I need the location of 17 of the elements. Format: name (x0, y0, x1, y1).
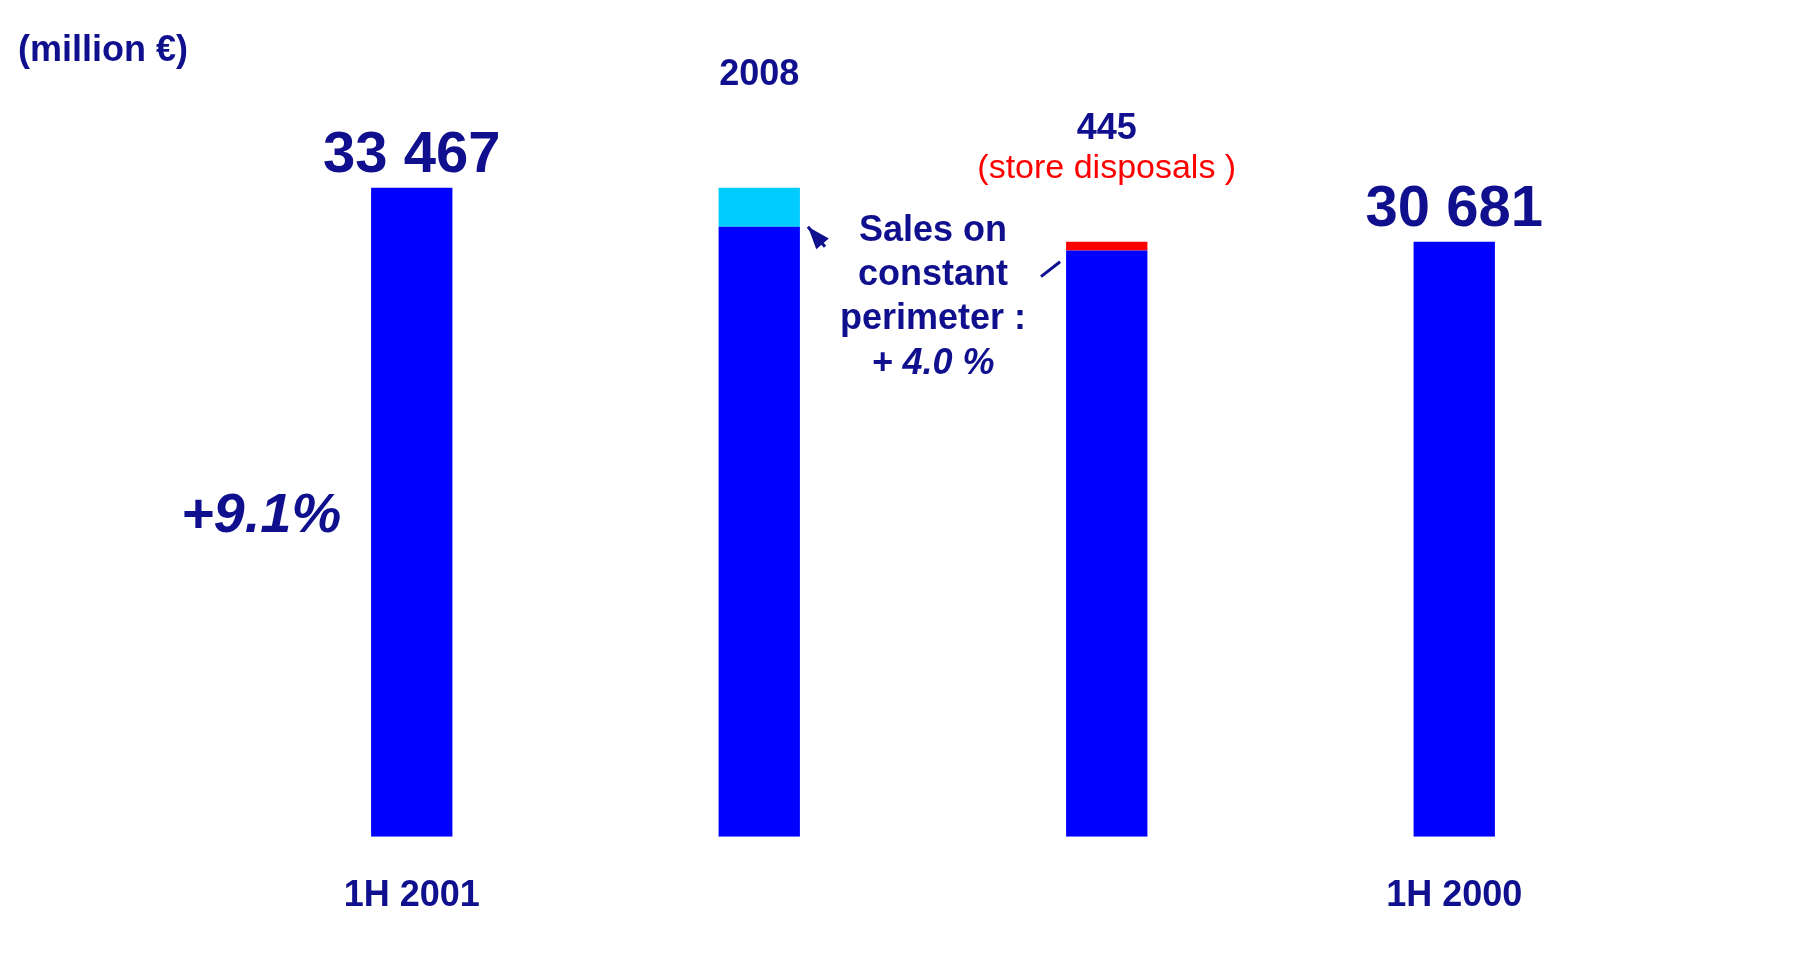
bar (371, 187, 453, 837)
text: (million €) (18, 28, 188, 70)
data-label: 445 (1076, 105, 1137, 147)
data-label: 30 681 (1365, 172, 1543, 238)
x-tick-label: 1H 2000 (1386, 873, 1523, 915)
bar (1413, 241, 1495, 837)
bar (1066, 241, 1148, 251)
annotation: Sales on constant perimeter : (838, 206, 1028, 339)
bar (718, 226, 800, 837)
x-tick-label: 1H 2001 (343, 873, 480, 915)
annotation: +9.1% (179, 479, 343, 545)
data-label: 33 467 (323, 118, 501, 184)
text: (store disposals ) (976, 146, 1238, 186)
data-label: 2008 (719, 51, 800, 93)
bar (1066, 250, 1148, 837)
bar (718, 187, 800, 227)
annotation: + 4.0 % (870, 340, 996, 383)
